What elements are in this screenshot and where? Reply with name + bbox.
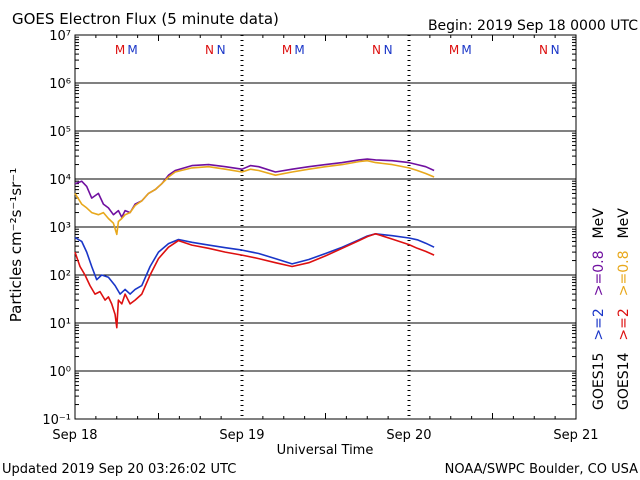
y-tick-label: 10⁶: [49, 77, 71, 92]
event-marker: M: [115, 43, 125, 57]
legend-entry: GOES15 >=2 >=0.8 MeV: [591, 208, 607, 410]
legend-high-label: >=0.8: [616, 250, 632, 296]
y-tick-label: 10⁴: [49, 173, 71, 188]
updated-timestamp: Updated 2019 Sep 20 03:26:02 UTC: [2, 462, 236, 477]
x-tick-label: Sep 21: [553, 428, 598, 443]
legend-low-label: >=2: [591, 308, 607, 340]
series-line: [74, 233, 435, 329]
legend-high-label: >=0.8: [591, 250, 607, 296]
chart-title: GOES Electron Flux (5 minute data): [12, 10, 279, 28]
event-marker: M: [127, 43, 137, 57]
y-axis-label: Particles cm⁻²s⁻¹sr⁻¹: [7, 168, 25, 322]
begin-label: Begin: 2019 Sep 18 0000 UTC: [428, 18, 638, 34]
x-axis-label: Universal Time: [277, 443, 374, 458]
y-tick-label: 10⁰: [49, 365, 71, 380]
legend-column: GOES15 >=2 >=0.8 MeV: [591, 208, 607, 410]
legend-satellite: GOES14: [616, 352, 632, 410]
y-axis-ticks: 10⁻¹ 10⁰ 10¹ 10² 10³ 10⁴ 10⁵ 10⁶ 10⁷: [42, 29, 576, 428]
credit-text: NOAA/SWPC Boulder, CO USA: [445, 462, 638, 477]
event-marker: M: [449, 43, 459, 57]
y-tick-label: 10⁵: [49, 125, 71, 140]
y-tick-label: 10¹: [49, 317, 71, 332]
legend-low-label: >=2: [616, 308, 632, 340]
event-marker: N: [539, 43, 548, 57]
y-tick-label: 10⁻¹: [42, 413, 71, 428]
series-line: [74, 233, 435, 295]
event-marker: N: [205, 43, 214, 57]
event-marker: M: [282, 43, 292, 57]
legend: GOES15 >=2 >=0.8 MeV GOES14 >=2 >=0.8 MeV: [591, 208, 632, 410]
event-marker: N: [217, 43, 226, 57]
event-marker: M: [461, 43, 471, 57]
x-tick-label: Sep 18: [52, 428, 97, 443]
series-line: [74, 158, 435, 218]
y-tick-label: 10³: [49, 221, 71, 236]
y-tick-label: 10²: [49, 269, 71, 284]
event-marker: N: [551, 43, 560, 57]
y-tick-label: 10⁷: [49, 29, 71, 44]
x-axis-ticks: Sep 18 Sep 19 Sep 20 Sep 21: [52, 35, 599, 443]
series-layer: [74, 158, 435, 329]
day-dividers: [240, 35, 411, 419]
legend-column: GOES14 >=2 >=0.8 MeV: [616, 208, 632, 410]
legend-unit: MeV: [591, 208, 607, 239]
x-tick-label: Sep 20: [386, 428, 431, 443]
x-tick-label: Sep 19: [219, 428, 264, 443]
series-line: [74, 159, 435, 236]
legend-entry: GOES14 >=2 >=0.8 MeV: [616, 208, 632, 410]
event-marker: N: [384, 43, 393, 57]
event-marker: N: [372, 43, 381, 57]
event-marker: M: [294, 43, 304, 57]
legend-unit: MeV: [616, 208, 632, 239]
legend-satellite: GOES15: [591, 353, 607, 410]
